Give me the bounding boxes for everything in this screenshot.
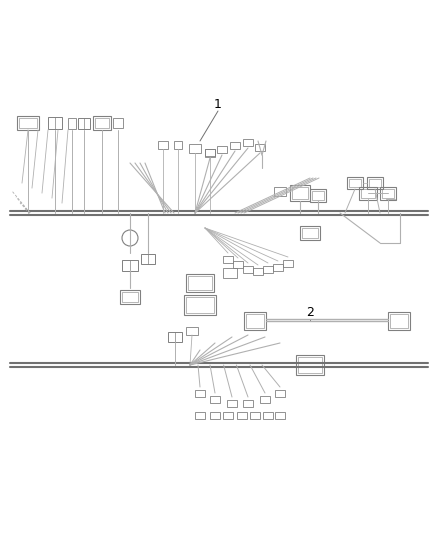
Bar xyxy=(233,261,243,268)
Bar xyxy=(17,116,39,130)
Bar xyxy=(141,254,155,264)
Bar xyxy=(273,263,283,271)
Bar xyxy=(78,117,90,128)
Bar xyxy=(195,411,205,418)
Bar xyxy=(369,179,381,187)
Bar xyxy=(243,139,253,146)
Bar xyxy=(174,141,182,149)
Text: 1: 1 xyxy=(214,99,222,111)
Bar xyxy=(244,312,266,330)
Bar xyxy=(380,187,396,199)
Bar xyxy=(349,179,361,187)
Bar xyxy=(227,400,237,407)
Bar xyxy=(275,390,285,397)
Bar xyxy=(263,265,273,272)
Bar xyxy=(243,400,253,407)
Bar xyxy=(250,411,260,418)
Bar xyxy=(230,141,240,149)
Bar xyxy=(223,255,233,262)
Bar xyxy=(93,116,111,130)
Bar xyxy=(188,276,212,290)
Bar xyxy=(310,189,326,201)
Bar xyxy=(359,187,377,199)
Bar xyxy=(223,411,233,418)
Bar xyxy=(274,187,286,196)
Bar xyxy=(243,265,253,272)
Bar xyxy=(253,268,263,274)
Bar xyxy=(120,290,140,304)
Bar xyxy=(263,411,273,418)
Bar xyxy=(186,327,198,335)
Bar xyxy=(302,228,318,238)
Bar xyxy=(122,292,138,302)
Bar xyxy=(390,314,408,328)
Bar xyxy=(210,395,220,402)
Bar xyxy=(237,411,247,418)
Bar xyxy=(186,274,214,292)
Bar xyxy=(48,117,62,129)
Bar xyxy=(95,118,109,128)
Bar xyxy=(255,143,265,150)
Bar xyxy=(217,146,227,152)
Bar xyxy=(195,390,205,397)
Bar xyxy=(292,187,308,199)
Bar xyxy=(205,149,215,157)
Bar xyxy=(298,357,322,373)
Bar xyxy=(158,141,168,149)
Bar xyxy=(382,189,394,198)
Bar xyxy=(19,118,37,128)
Bar xyxy=(223,268,237,278)
Bar xyxy=(122,260,138,271)
Bar xyxy=(184,295,216,315)
Bar xyxy=(275,411,285,418)
Bar xyxy=(189,143,201,152)
Bar xyxy=(260,395,270,402)
Bar xyxy=(168,332,182,342)
Bar xyxy=(246,314,264,328)
Bar xyxy=(186,297,214,313)
Bar xyxy=(205,149,215,156)
Bar xyxy=(296,355,324,375)
Bar xyxy=(312,190,324,199)
Bar xyxy=(283,260,293,266)
Bar xyxy=(367,177,383,189)
Bar xyxy=(290,185,310,201)
Bar xyxy=(113,118,123,128)
Bar xyxy=(361,189,375,198)
Text: 2: 2 xyxy=(306,306,314,319)
Bar xyxy=(210,411,220,418)
Bar xyxy=(300,226,320,240)
Bar xyxy=(388,312,410,330)
Bar xyxy=(68,117,76,128)
Bar xyxy=(347,177,363,189)
